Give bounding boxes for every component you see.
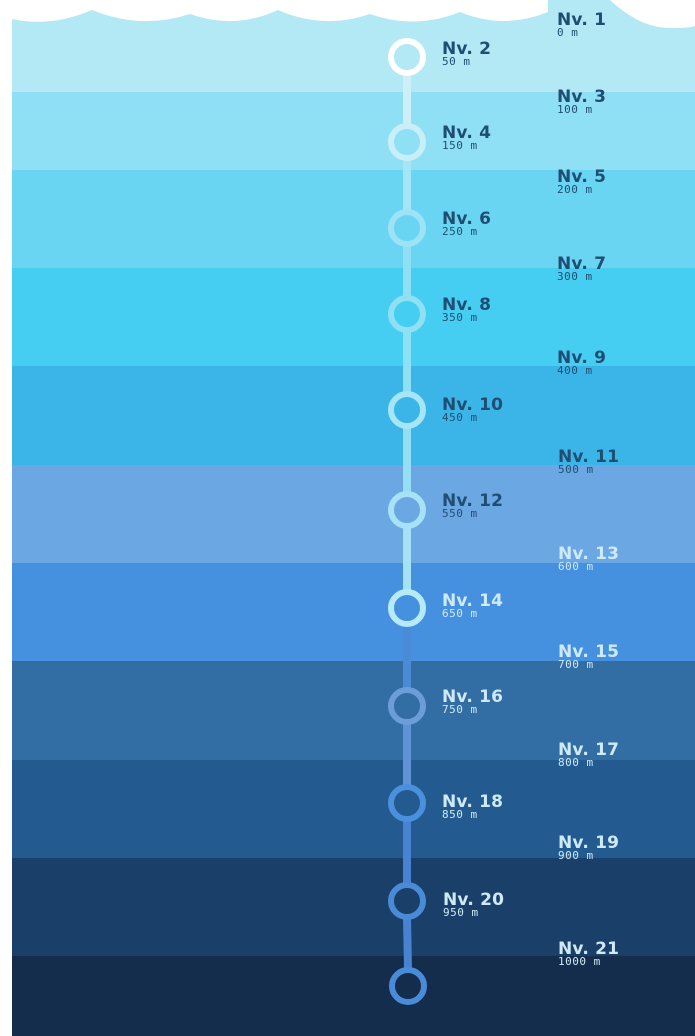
wave-crest: [0, 0, 548, 22]
level-depth: 300 m: [557, 270, 593, 283]
level-depth: 200 m: [557, 183, 593, 196]
depth-band: [12, 760, 695, 858]
level-name: Nv. 6: [442, 209, 492, 229]
level-name: Nv. 12: [442, 491, 504, 511]
level-label[interactable]: Nv. 20 950 m: [443, 890, 505, 919]
level-node[interactable]: [388, 295, 426, 333]
level-depth: 700 m: [558, 658, 594, 671]
level-depth: 800 m: [558, 756, 594, 769]
level-depth: 750 m: [442, 703, 478, 716]
sea-surface-waves: [0, 0, 695, 28]
level-node[interactable]: [388, 123, 426, 161]
level-name: Nv. 15: [558, 642, 620, 662]
level-depth: 650 m: [442, 607, 478, 620]
depth-band: [12, 92, 695, 170]
path-segment: [403, 913, 412, 974]
depth-band: [12, 563, 695, 661]
level-node[interactable]: [388, 209, 426, 247]
level-label[interactable]: Nv. 3 100 m: [557, 87, 607, 116]
level-label[interactable]: Nv. 21 1000 m: [558, 939, 620, 968]
level-name: Nv. 16: [442, 687, 504, 707]
level-depth: 150 m: [442, 139, 478, 152]
depth-band: [12, 465, 695, 563]
depth-band: [12, 170, 695, 268]
level-name: Nv. 10: [442, 395, 504, 415]
level-name: Nv. 7: [557, 254, 607, 274]
level-depth: 0 m: [557, 26, 579, 39]
level-depth: 500 m: [558, 463, 594, 476]
depth-band: [12, 661, 695, 760]
level-name: Nv. 11: [558, 447, 620, 467]
level-name: Nv. 19: [558, 833, 620, 853]
level-label[interactable]: Nv. 10 450 m: [442, 395, 504, 424]
level-name: Nv. 8: [442, 295, 492, 315]
level-label[interactable]: Nv. 13 600 m: [558, 544, 620, 573]
level-label[interactable]: Nv. 18 850 m: [442, 792, 504, 821]
level-depth: 450 m: [442, 411, 478, 424]
level-name: Nv. 2: [442, 39, 492, 59]
level-label[interactable]: Nv. 15 700 m: [558, 642, 620, 671]
depth-band: [12, 366, 695, 465]
level-name: Nv. 9: [557, 348, 607, 368]
level-depth: 350 m: [442, 311, 478, 324]
level-name: Nv. 21: [558, 939, 620, 959]
level-label[interactable]: Nv. 5 200 m: [557, 167, 607, 196]
level-name: Nv. 4: [442, 123, 492, 143]
level-depth: 50 m: [442, 55, 471, 68]
level-node[interactable]: [389, 967, 427, 1005]
wave-crest: [610, 0, 695, 28]
level-name: Nv. 17: [558, 740, 620, 760]
level-node[interactable]: [388, 687, 426, 725]
level-node[interactable]: [388, 391, 426, 429]
level-node[interactable]: [388, 38, 426, 76]
level-label[interactable]: Nv. 19 900 m: [558, 833, 620, 862]
level-label[interactable]: Nv. 6 250 m: [442, 209, 492, 238]
level-depth: 100 m: [557, 103, 593, 116]
level-label[interactable]: Nv. 16 750 m: [442, 687, 504, 716]
level-depth: 900 m: [558, 849, 594, 862]
level-depth: 400 m: [557, 364, 593, 377]
depth-band: [12, 858, 695, 956]
level-label[interactable]: Nv. 9 400 m: [557, 348, 607, 377]
level-name: Nv. 3: [557, 87, 607, 107]
level-depth: 850 m: [442, 808, 478, 821]
level-node[interactable]: [388, 491, 426, 529]
depth-band: [12, 956, 695, 1036]
level-name: Nv. 5: [557, 167, 607, 187]
level-depth: 550 m: [442, 507, 478, 520]
level-name: Nv. 14: [442, 591, 504, 611]
level-depth: 1000 m: [558, 955, 601, 968]
level-name: Nv. 18: [442, 792, 504, 812]
level-label[interactable]: Nv. 7 300 m: [557, 254, 607, 283]
level-node[interactable]: [388, 784, 426, 822]
level-label[interactable]: Nv. 17 800 m: [558, 740, 620, 769]
level-label[interactable]: Nv. 8 350 m: [442, 295, 492, 324]
level-label[interactable]: Nv. 2 50 m: [442, 39, 492, 68]
level-name: Nv. 13: [558, 544, 620, 564]
depth-band: [12, 268, 695, 366]
level-label[interactable]: Nv. 11 500 m: [558, 447, 620, 476]
level-label[interactable]: Nv. 12 550 m: [442, 491, 504, 520]
level-depth: 250 m: [442, 225, 478, 238]
level-label[interactable]: Nv. 4 150 m: [442, 123, 492, 152]
level-depth: 600 m: [558, 560, 594, 573]
level-name: Nv. 1: [557, 10, 607, 30]
level-depth: 950 m: [443, 906, 479, 919]
level-name: Nv. 20: [443, 890, 505, 910]
level-node[interactable]: [388, 882, 426, 920]
level-node[interactable]: [388, 589, 426, 627]
level-label[interactable]: Nv. 14 650 m: [442, 591, 504, 620]
